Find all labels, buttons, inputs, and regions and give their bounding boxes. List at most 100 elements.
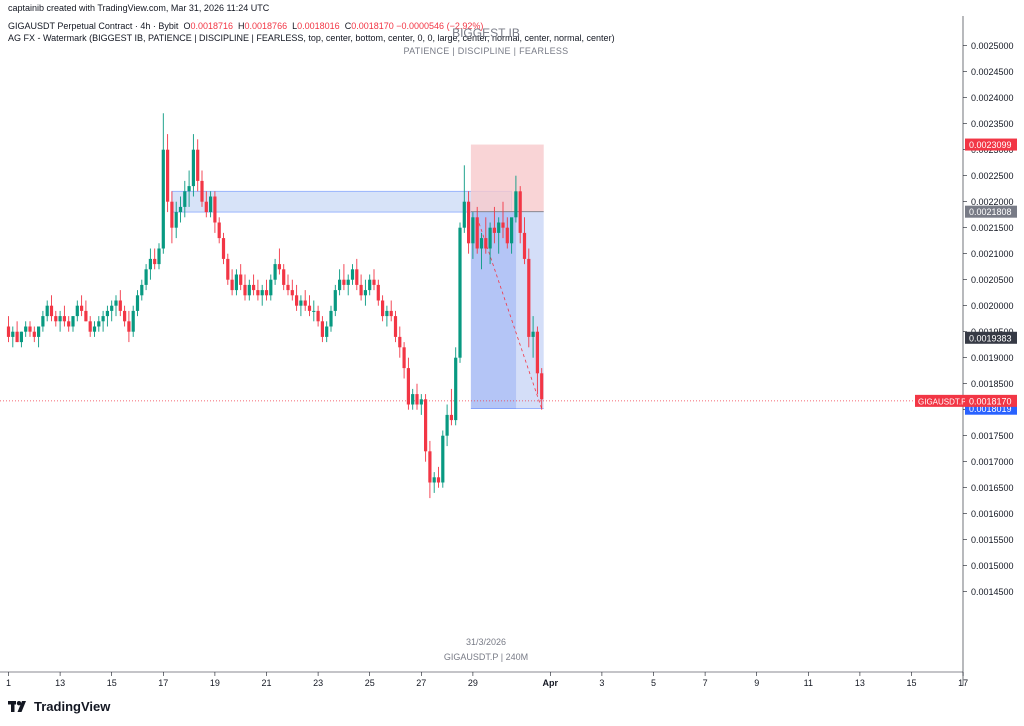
candle-up <box>338 279 342 291</box>
candle-down <box>256 290 260 296</box>
candle-up <box>209 196 213 213</box>
candle-down <box>196 149 200 181</box>
candle-up <box>11 331 15 337</box>
candle-down <box>282 269 286 285</box>
price-tag-box <box>965 138 1017 151</box>
candle-down <box>62 316 66 322</box>
candle-down <box>342 279 346 285</box>
candle-up <box>445 414 449 436</box>
candle-up <box>411 394 415 405</box>
candle-up <box>273 264 277 280</box>
candle-down <box>217 222 221 239</box>
candle-up <box>37 326 41 337</box>
indicator-legend[interactable]: AG FX - Watermark (BIGGEST IB, PATIENCE … <box>8 33 615 43</box>
candle-up <box>45 305 49 317</box>
candle-down <box>467 201 471 244</box>
candle-down <box>54 316 58 322</box>
candle-up <box>462 201 466 228</box>
price-tick-label: 0.0017500 <box>971 431 1014 441</box>
price-tick-label: 0.0014500 <box>971 587 1014 597</box>
candle-up <box>19 331 23 343</box>
candle-up <box>140 284 144 296</box>
time-tick-label: 13 <box>855 678 865 688</box>
candle-up <box>183 191 187 207</box>
price-tick-label: 0.0021500 <box>971 223 1014 233</box>
time-tick-label: 5 <box>651 678 656 688</box>
price-tag-label: 0.0023099 <box>969 140 1012 150</box>
candle-up <box>187 186 191 192</box>
price-tag-label: 0.0019383 <box>969 333 1012 343</box>
candle-down <box>243 284 247 296</box>
ohlc-open: O0.0018716 <box>183 21 233 31</box>
candle-down <box>484 238 488 249</box>
candle-down <box>381 300 385 317</box>
price-tag-box <box>965 331 1017 344</box>
candle-up <box>260 290 264 296</box>
candle-up <box>58 316 62 322</box>
candle-up <box>41 316 45 327</box>
price-tick-label: 0.0020000 <box>971 301 1014 311</box>
candle-down <box>303 300 307 306</box>
candle-down <box>88 321 92 332</box>
watermark-subtitle: PATIENCE | DISCIPLINE | FEARLESS <box>403 46 569 56</box>
candle-down <box>505 227 509 244</box>
candle-down <box>316 310 320 322</box>
candle-up <box>488 227 492 249</box>
candle-up <box>157 248 161 265</box>
candle-up <box>531 331 535 337</box>
candle-up <box>92 326 97 332</box>
time-tick-label: 13 <box>55 678 65 688</box>
time-tick-label: 21 <box>261 678 271 688</box>
candle-down <box>295 295 299 306</box>
time-tick-label: 11 <box>804 678 813 688</box>
price-tick-label: 0.0016500 <box>971 483 1014 493</box>
price-tick-label: 0.0022500 <box>971 171 1014 181</box>
time-tick-label: 19 <box>210 678 220 688</box>
time-tick-label: 3 <box>599 678 604 688</box>
candle-up <box>514 191 518 218</box>
symbol-tag-box <box>915 394 965 407</box>
candle-down <box>540 373 544 400</box>
candle-down <box>200 180 204 202</box>
symbol-legend[interactable]: GIGAUSDT Perpetual Contract · 4h · Bybit… <box>8 21 483 31</box>
time-tick-label: 9 <box>754 678 759 688</box>
time-tick-label: Apr <box>543 678 559 688</box>
candle-down <box>518 191 522 233</box>
candle-up <box>148 258 152 270</box>
candle-down <box>389 310 393 317</box>
last-price-tag-label: 0.0018170 <box>969 396 1012 406</box>
price-tick-label: 0.0021000 <box>971 249 1014 259</box>
candle-up <box>333 290 337 311</box>
candle-up <box>105 310 109 317</box>
tradingview-logo-text: TradingView <box>34 699 111 714</box>
time-tick-label: 7 <box>703 678 708 688</box>
candle-down <box>230 279 234 291</box>
time-tick-label: 27 <box>416 678 426 688</box>
candle-down <box>123 310 127 322</box>
candle-down <box>264 290 269 296</box>
tradingview-logo[interactable]: TradingView <box>8 699 110 714</box>
time-tick-label: 17 <box>158 678 168 688</box>
candle-down <box>84 310 88 322</box>
candle-up <box>441 435 445 483</box>
time-tick-label: 15 <box>906 678 916 688</box>
price-tick-label: 0.0024000 <box>971 93 1014 103</box>
candle-up <box>247 284 251 296</box>
candle-down <box>436 477 441 483</box>
candle-up <box>24 326 28 332</box>
ohlc-low: L0.0018016 <box>292 21 340 31</box>
price-tick-label: 0.0017000 <box>971 457 1014 467</box>
price-chart[interactable]: 0.0025000 0.0024500 0.0024000 0.0023500 0.00… <box>0 0 1024 700</box>
candle-down <box>376 284 380 301</box>
candle-down <box>501 222 505 228</box>
price-tick-label: 0.0019000 <box>971 353 1014 363</box>
candle-up <box>419 399 423 405</box>
candle-down <box>239 274 243 285</box>
watermark-title: BIGGEST IB <box>452 26 520 40</box>
candle-down <box>15 331 19 343</box>
chart-credit: captainib created with TradingView.com, … <box>8 3 270 13</box>
price-tick-label: 0.0020500 <box>971 275 1014 285</box>
candle-up <box>174 212 178 228</box>
price-tag-box <box>965 205 1017 218</box>
candle-up <box>234 274 238 291</box>
